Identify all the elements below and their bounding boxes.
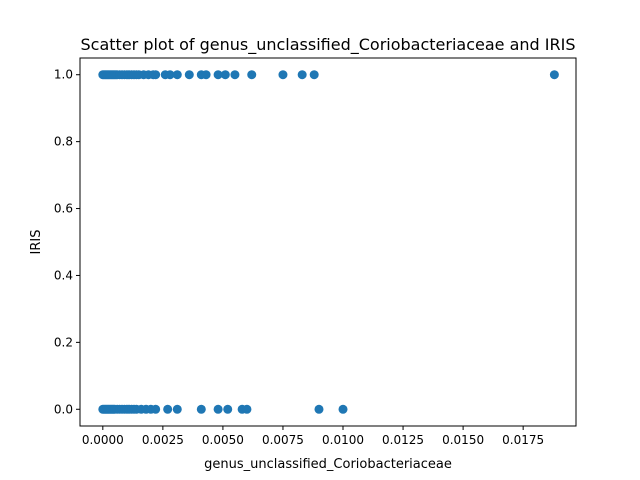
data-point [213, 70, 223, 80]
data-point [297, 70, 307, 80]
data-point [165, 70, 175, 80]
data-point [314, 404, 324, 414]
data-point [163, 404, 173, 414]
data-point [196, 404, 206, 414]
y-tick-label: 0.0 [54, 402, 73, 416]
x-tick-label: 0.0025 [142, 433, 184, 447]
chart-title: Scatter plot of genus_unclassified_Corio… [81, 35, 576, 55]
x-tick-label: 0.0000 [82, 433, 124, 447]
data-point [184, 70, 194, 80]
data-point [172, 70, 182, 80]
x-tick-label: 0.0050 [202, 433, 244, 447]
plot-frame [79, 57, 577, 427]
data-point [278, 70, 288, 80]
y-tick-label: 0.2 [54, 335, 73, 349]
data-point [220, 70, 230, 80]
data-point [223, 404, 233, 414]
y-tick-label: 0.4 [54, 268, 73, 282]
data-point [309, 70, 319, 80]
x-tick-label: 0.0175 [502, 433, 544, 447]
data-point [151, 70, 161, 80]
data-points [98, 70, 559, 414]
y-tick-label: 1.0 [54, 68, 73, 82]
data-point [242, 404, 252, 414]
data-point [201, 70, 211, 80]
data-point [247, 70, 257, 80]
y-axis-label: IRIS [29, 230, 44, 255]
data-point [172, 404, 182, 414]
x-tick-label: 0.0150 [442, 433, 484, 447]
data-point [213, 404, 223, 414]
data-point [151, 404, 161, 414]
x-tick-label: 0.0075 [262, 433, 304, 447]
x-axis-label: genus_unclassified_Coriobacteriaceae [204, 457, 452, 472]
y-tick-label: 0.6 [54, 202, 73, 216]
data-point [338, 404, 348, 414]
data-point [230, 70, 240, 80]
x-tick-label: 0.0100 [322, 433, 364, 447]
x-tick-label: 0.0125 [382, 433, 424, 447]
y-axis-ticks: 0.0 0.2 0.4 0.6 0.8 1.0 [54, 68, 80, 416]
y-tick-label: 0.8 [54, 135, 73, 149]
x-axis-ticks: 0.0000 0.0025 0.0050 0.0075 0.0100 0.0125 0.01… [82, 426, 544, 447]
data-point [549, 70, 559, 80]
